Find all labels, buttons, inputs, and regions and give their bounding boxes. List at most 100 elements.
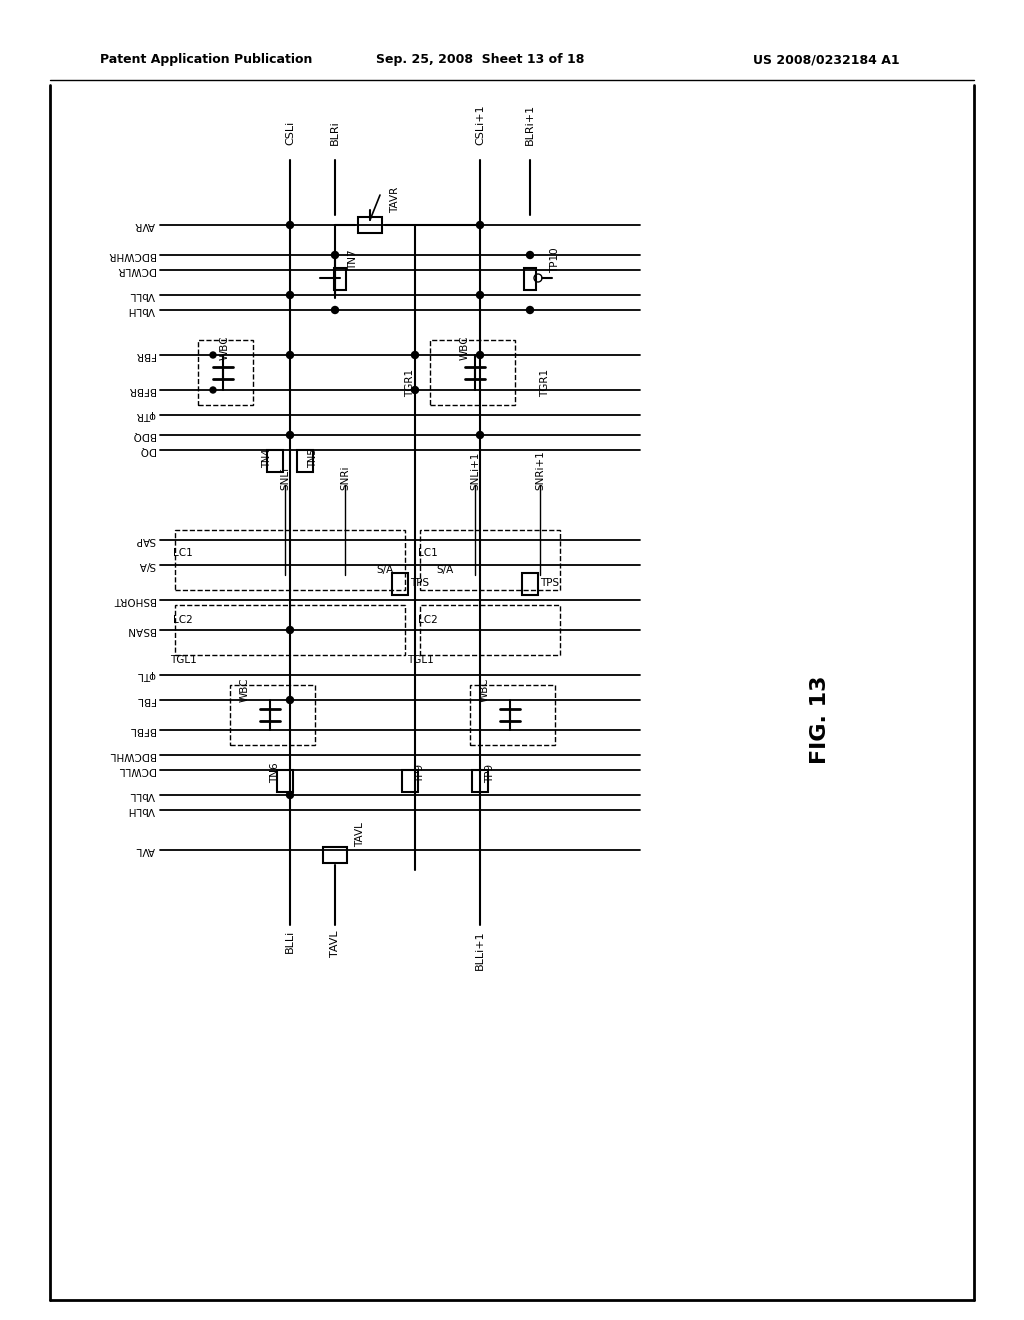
Text: WBC: WBC [240, 677, 250, 702]
Text: TN6: TN6 [270, 763, 280, 783]
Text: TP9: TP9 [485, 763, 495, 783]
Circle shape [412, 351, 419, 359]
Bar [334, 268, 346, 290]
Text: FIG. 13: FIG. 13 [810, 676, 830, 764]
Text: φTR: φTR [135, 411, 155, 420]
Circle shape [332, 252, 339, 259]
Circle shape [287, 697, 294, 704]
Bar [522, 573, 538, 594]
Text: LC1: LC1 [418, 548, 438, 557]
Text: Sep. 25, 2008  Sheet 13 of 18: Sep. 25, 2008 Sheet 13 of 18 [376, 54, 584, 66]
Bar [430, 341, 515, 405]
Text: FBR: FBR [135, 350, 155, 360]
Bar [175, 605, 406, 655]
Text: BFBR: BFBR [128, 385, 155, 395]
Text: SNLi+1: SNLi+1 [470, 451, 480, 490]
Text: FBL: FBL [136, 696, 155, 705]
Text: TGR1: TGR1 [540, 368, 550, 396]
Circle shape [287, 292, 294, 298]
Text: CSLi: CSLi [285, 120, 295, 145]
Text: BDCWHR: BDCWHR [108, 249, 155, 260]
Text: VbLH: VbLH [128, 305, 155, 315]
Bar [267, 450, 283, 473]
Text: TN7: TN7 [348, 249, 358, 271]
Text: TAVL: TAVL [330, 931, 340, 957]
Text: TN4: TN4 [262, 449, 272, 467]
Text: DCWLR: DCWLR [117, 265, 155, 275]
Bar [470, 685, 555, 744]
Text: DCWLL: DCWLL [118, 766, 155, 775]
Text: AVR: AVR [134, 220, 155, 230]
Bar [472, 770, 488, 792]
Circle shape [412, 387, 419, 393]
Text: SNRi+1: SNRi+1 [535, 450, 545, 490]
Text: SAP: SAP [135, 535, 155, 545]
Text: TPS: TPS [411, 578, 429, 587]
Text: BLLi: BLLi [285, 931, 295, 953]
Text: Patent Application Publication: Patent Application Publication [100, 54, 312, 66]
Bar [278, 770, 293, 792]
Text: WBC: WBC [480, 677, 490, 702]
Text: BSAN: BSAN [126, 624, 155, 635]
Text: LC2: LC2 [418, 615, 438, 624]
Bar [392, 573, 408, 594]
Text: BLRi: BLRi [330, 120, 340, 145]
Text: TGL1: TGL1 [170, 655, 197, 665]
Text: BDQ: BDQ [132, 430, 155, 440]
Text: WBC: WBC [220, 335, 230, 360]
Circle shape [476, 351, 483, 359]
Circle shape [526, 306, 534, 314]
Bar [323, 847, 347, 863]
Text: AVL: AVL [135, 845, 155, 855]
Bar [230, 685, 315, 744]
Circle shape [287, 627, 294, 634]
Text: US 2008/0232184 A1: US 2008/0232184 A1 [754, 54, 900, 66]
Text: VbLL: VbLL [130, 789, 155, 800]
Bar [420, 605, 560, 655]
Text: CSLi+1: CSLi+1 [475, 104, 485, 145]
Text: BFBL: BFBL [129, 725, 155, 735]
Text: LC1: LC1 [173, 548, 193, 557]
Text: TN5: TN5 [308, 449, 318, 467]
Circle shape [287, 351, 294, 359]
Circle shape [476, 292, 483, 298]
Bar [198, 341, 253, 405]
Text: DQ: DQ [138, 445, 155, 455]
Bar [420, 531, 560, 590]
Circle shape [476, 432, 483, 438]
Circle shape [476, 222, 483, 228]
Circle shape [287, 222, 294, 228]
Circle shape [526, 252, 534, 259]
Text: S/A: S/A [377, 565, 393, 576]
Text: TAVR: TAVR [390, 187, 400, 213]
Text: VbLH: VbLH [128, 805, 155, 814]
Circle shape [210, 387, 216, 393]
Text: TAVL: TAVL [355, 822, 365, 847]
Text: TGR1: TGR1 [406, 368, 415, 396]
Bar [402, 770, 418, 792]
Text: TPS: TPS [541, 578, 559, 587]
Text: BLRi+1: BLRi+1 [525, 104, 535, 145]
Bar [358, 216, 382, 234]
Text: φTL: φTL [136, 671, 155, 680]
Circle shape [210, 352, 216, 358]
Text: S/A: S/A [436, 565, 454, 576]
Bar [524, 268, 536, 290]
Circle shape [287, 792, 294, 799]
Text: BSHORT: BSHORT [113, 595, 155, 605]
Text: SNRi: SNRi [340, 466, 350, 490]
Circle shape [287, 432, 294, 438]
Text: BDCWHL: BDCWHL [109, 750, 155, 760]
Text: S/A: S/A [138, 560, 155, 570]
Bar [175, 531, 406, 590]
Text: WBC: WBC [460, 335, 470, 360]
Text: VbLL: VbLL [130, 290, 155, 300]
Circle shape [332, 306, 339, 314]
Text: TP10: TP10 [550, 247, 560, 273]
Text: SNLi: SNLi [280, 467, 290, 490]
Text: TP9: TP9 [415, 763, 425, 783]
Text: LC2: LC2 [173, 615, 193, 624]
Text: BLLi+1: BLLi+1 [475, 931, 485, 970]
Text: TGL1: TGL1 [407, 655, 433, 665]
Bar [297, 450, 313, 473]
